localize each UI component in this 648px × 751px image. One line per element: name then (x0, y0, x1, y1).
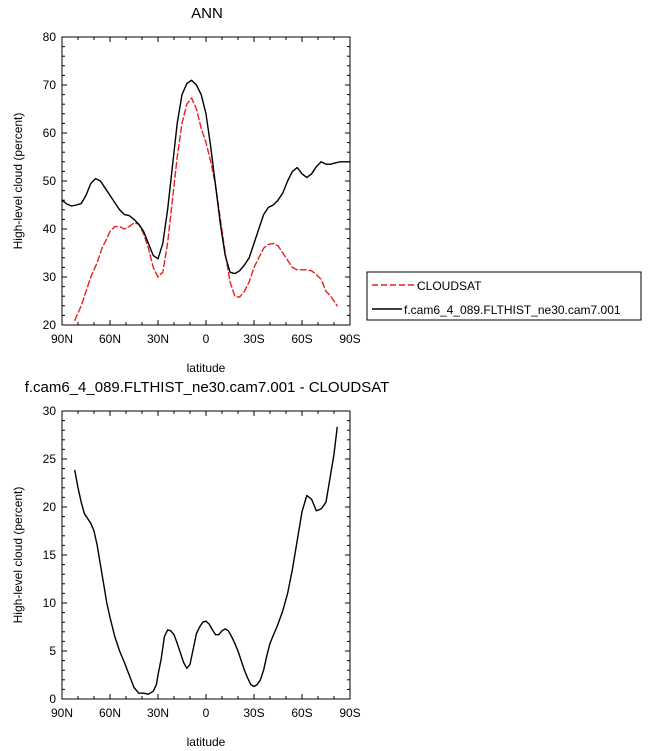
x-tick-label: 0 (203, 706, 210, 720)
y-tick-label: 10 (43, 596, 57, 610)
chart-panel-top: ANN 20 30 40 50 60 70 80 90N 60N 30N 0 30S 60S 90S l… (11, 5, 361, 375)
x-tick-label: 90S (339, 332, 360, 346)
x-tick-label: 60S (291, 706, 312, 720)
y-tick-label: 60 (43, 126, 57, 140)
x-tick-label: 30N (147, 706, 169, 720)
series-line-f-cam6-4-089-flthist-ne30-cam7-001 (61, 79, 351, 275)
y-tick-label: 40 (43, 222, 57, 236)
legend: CLOUDSAT f.cam6_4_089.FLTHIST_ne30.cam7.… (366, 271, 642, 321)
x-tick-label: 30S (243, 332, 264, 346)
y-tick-label: 20 (43, 500, 57, 514)
chart-panel-bottom: f.cam6_4_089.FLTHIST_ne30.cam7.001 - CLO… (11, 379, 389, 749)
legend-label-cloudsat: CLOUDSAT (417, 279, 482, 293)
x-tick-label: 90N (51, 332, 73, 346)
x-tick-label: 60S (291, 332, 312, 346)
y-tick-label: 20 (43, 318, 57, 332)
y-tick-labels: 20 30 40 50 60 70 80 (43, 30, 57, 332)
series-line-difference (74, 426, 338, 695)
plot-frame (61, 410, 351, 700)
y-tick-label: 80 (43, 30, 57, 44)
x-tick-label: 60N (99, 706, 121, 720)
y-tick-label: 30 (43, 404, 57, 418)
x-tick-label: 90N (51, 706, 73, 720)
plot-frame (61, 36, 351, 326)
y-tick-labels: 0 5 10 15 20 25 30 (43, 404, 57, 706)
y-axis-label: High-level cloud (percent) (11, 113, 25, 250)
x-tick-label: 30S (243, 706, 264, 720)
x-tick-labels: 90N 60N 30N 0 30S 60S 90S (51, 332, 361, 346)
y-tick-label: 25 (43, 452, 57, 466)
tick-marks (61, 410, 351, 700)
x-tick-label: 30N (147, 332, 169, 346)
series-group (61, 79, 351, 321)
y-tick-label: 30 (43, 270, 57, 284)
y-tick-label: 50 (43, 174, 57, 188)
legend-box (366, 271, 642, 321)
legend-label-model: f.cam6_4_089.FLTHIST_ne30.cam7.001 (404, 303, 621, 317)
y-tick-label: 70 (43, 78, 57, 92)
series-line-cloudsat (74, 97, 338, 321)
chart-title: f.cam6_4_089.FLTHIST_ne30.cam7.001 - CLO… (25, 379, 390, 396)
y-tick-label: 15 (43, 548, 57, 562)
tick-marks (61, 36, 351, 326)
x-tick-labels: 90N 60N 30N 0 30S 60S 90S (51, 706, 361, 720)
x-axis-label: latitude (187, 361, 226, 375)
x-tick-label: 90S (339, 706, 360, 720)
x-tick-label: 0 (203, 332, 210, 346)
x-axis-label: latitude (187, 735, 226, 749)
series-group (74, 426, 338, 695)
y-tick-label: 5 (49, 644, 56, 658)
y-tick-label: 0 (49, 692, 56, 706)
x-tick-label: 60N (99, 332, 121, 346)
y-axis-label: High-level cloud (percent) (11, 487, 25, 624)
chart-title: ANN (191, 5, 223, 22)
